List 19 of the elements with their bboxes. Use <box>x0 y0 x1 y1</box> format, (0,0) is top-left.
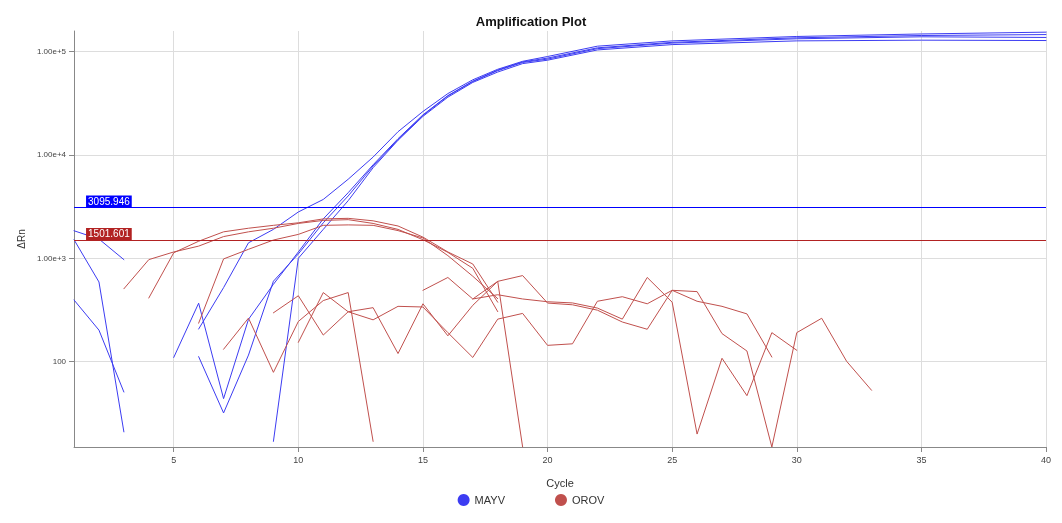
x-tick-label: 20 <box>542 454 553 465</box>
legend-label: MAYV <box>474 494 506 506</box>
y-tick-label: 1.00e+5 <box>36 46 67 56</box>
y-tick-label: 1.00e+4 <box>36 150 67 160</box>
x-tick-label: 40 <box>1040 454 1051 465</box>
ref-line-label: 1501.601 <box>88 228 131 240</box>
chart-title: Amplification Plot <box>475 14 587 29</box>
x-tick-label: 15 <box>417 454 428 465</box>
x-axis-title: Cycle <box>546 476 574 489</box>
x-tick-label: 5 <box>171 454 177 465</box>
y-tick-label: 1.00e+3 <box>36 253 67 263</box>
x-tick-label: 10 <box>293 454 304 465</box>
legend-label: OROV <box>571 494 606 506</box>
x-tick-label: 30 <box>791 454 802 465</box>
x-tick-label: 25 <box>667 454 678 465</box>
y-axis-title: ΔRn <box>15 229 27 249</box>
x-tick-label: 35 <box>916 454 927 465</box>
y-tick-label: 100 <box>52 357 67 367</box>
ref-line-label: 3095.946 <box>88 195 131 207</box>
